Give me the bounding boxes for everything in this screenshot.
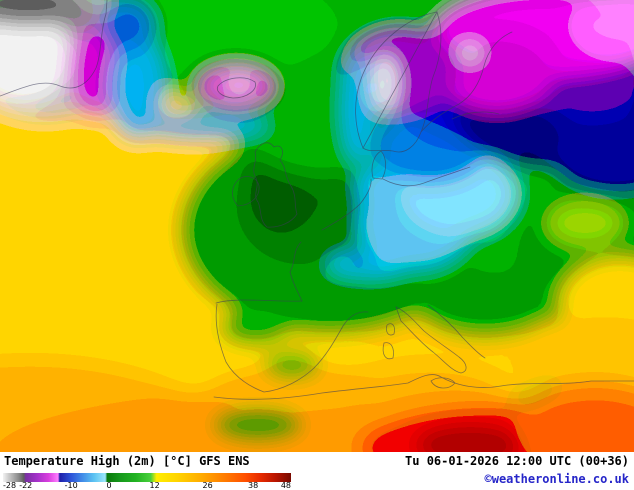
temperature-map bbox=[0, 0, 634, 452]
map-title: Temperature High (2m) [°C] GFS ENS bbox=[4, 454, 250, 468]
region-top-center-green bbox=[110, 0, 340, 83]
region-greenland-gray-2 bbox=[56, 4, 100, 32]
region-greenland-sea-blue bbox=[102, 0, 154, 52]
map-datetime: Tu 06-01-2026 12:00 UTC (00+36) bbox=[405, 454, 629, 468]
coast-baltic-south bbox=[382, 166, 471, 187]
coast-north-sea-continent bbox=[321, 178, 372, 231]
coast-iberia bbox=[215, 303, 369, 393]
region-spain-mountain-green-south bbox=[264, 352, 320, 378]
coast-iberia-north bbox=[215, 299, 303, 304]
colorbar-tick-label: 12 bbox=[149, 481, 160, 490]
region-greece-yellow bbox=[520, 315, 634, 391]
coast-italy bbox=[395, 306, 467, 374]
coast-iceland bbox=[216, 77, 256, 99]
region-norway-mountain-white bbox=[371, 53, 399, 113]
colorbar-tick-label: 48 bbox=[280, 481, 291, 490]
region-spain-mountain-green-north bbox=[220, 311, 290, 345]
coast-balkans bbox=[427, 304, 486, 359]
region-atlas-green bbox=[213, 409, 303, 441]
coast-great-britain bbox=[253, 142, 298, 228]
map-area bbox=[0, 0, 634, 452]
colorbar-tick-label: 38 bbox=[248, 481, 259, 490]
region-scandinavia-white-2 bbox=[457, 43, 483, 63]
coast-denmark bbox=[371, 150, 387, 180]
colorbar-tick-label: -10 bbox=[64, 481, 78, 490]
coast-ireland bbox=[232, 176, 260, 207]
coast-gulf-of-finland bbox=[451, 111, 500, 120]
region-libya-orange bbox=[515, 383, 634, 452]
region-iceland-white bbox=[225, 76, 253, 92]
colorbar-tick-label: 0 bbox=[106, 481, 112, 490]
coast-greenland bbox=[0, 0, 108, 97]
region-greenland-sea-cyan bbox=[109, 34, 165, 138]
colorbar-tick-label: -28 bbox=[3, 481, 17, 490]
coast-sardinia bbox=[382, 342, 394, 360]
map-footer: Temperature High (2m) [°C] GFS ENS Tu 06… bbox=[0, 452, 634, 490]
colorbar-tick-label: 26 bbox=[202, 481, 213, 490]
colorbar-tick-labels: -28 -22 -10 0 12 26 38 48 bbox=[3, 482, 291, 490]
region-lime-patch-east bbox=[545, 198, 625, 248]
region-algeria-dark-red bbox=[415, 425, 525, 452]
copyright-link[interactable]: ©weatheronline.co.uk bbox=[484, 472, 630, 486]
temperature-colorbar bbox=[3, 473, 291, 482]
coastlines bbox=[0, 0, 634, 400]
coast-france-west bbox=[289, 241, 303, 302]
region-balkan-green bbox=[410, 258, 560, 338]
temperature-field bbox=[0, 0, 634, 452]
region-greenland-white bbox=[0, 12, 74, 104]
coast-norway bbox=[355, 11, 438, 149]
region-norway-coast-cyan bbox=[342, 55, 374, 165]
region-top-right-pink bbox=[570, 0, 634, 61]
region-alps-dark-blue bbox=[348, 256, 372, 268]
region-ne-navy bbox=[550, 113, 634, 193]
colorbar-tick-label: -22 bbox=[19, 481, 33, 490]
coast-finland bbox=[420, 31, 513, 133]
region-iceland-sea-blue bbox=[140, 114, 270, 138]
coast-north-africa bbox=[213, 374, 634, 400]
coast-corsica bbox=[386, 323, 395, 336]
